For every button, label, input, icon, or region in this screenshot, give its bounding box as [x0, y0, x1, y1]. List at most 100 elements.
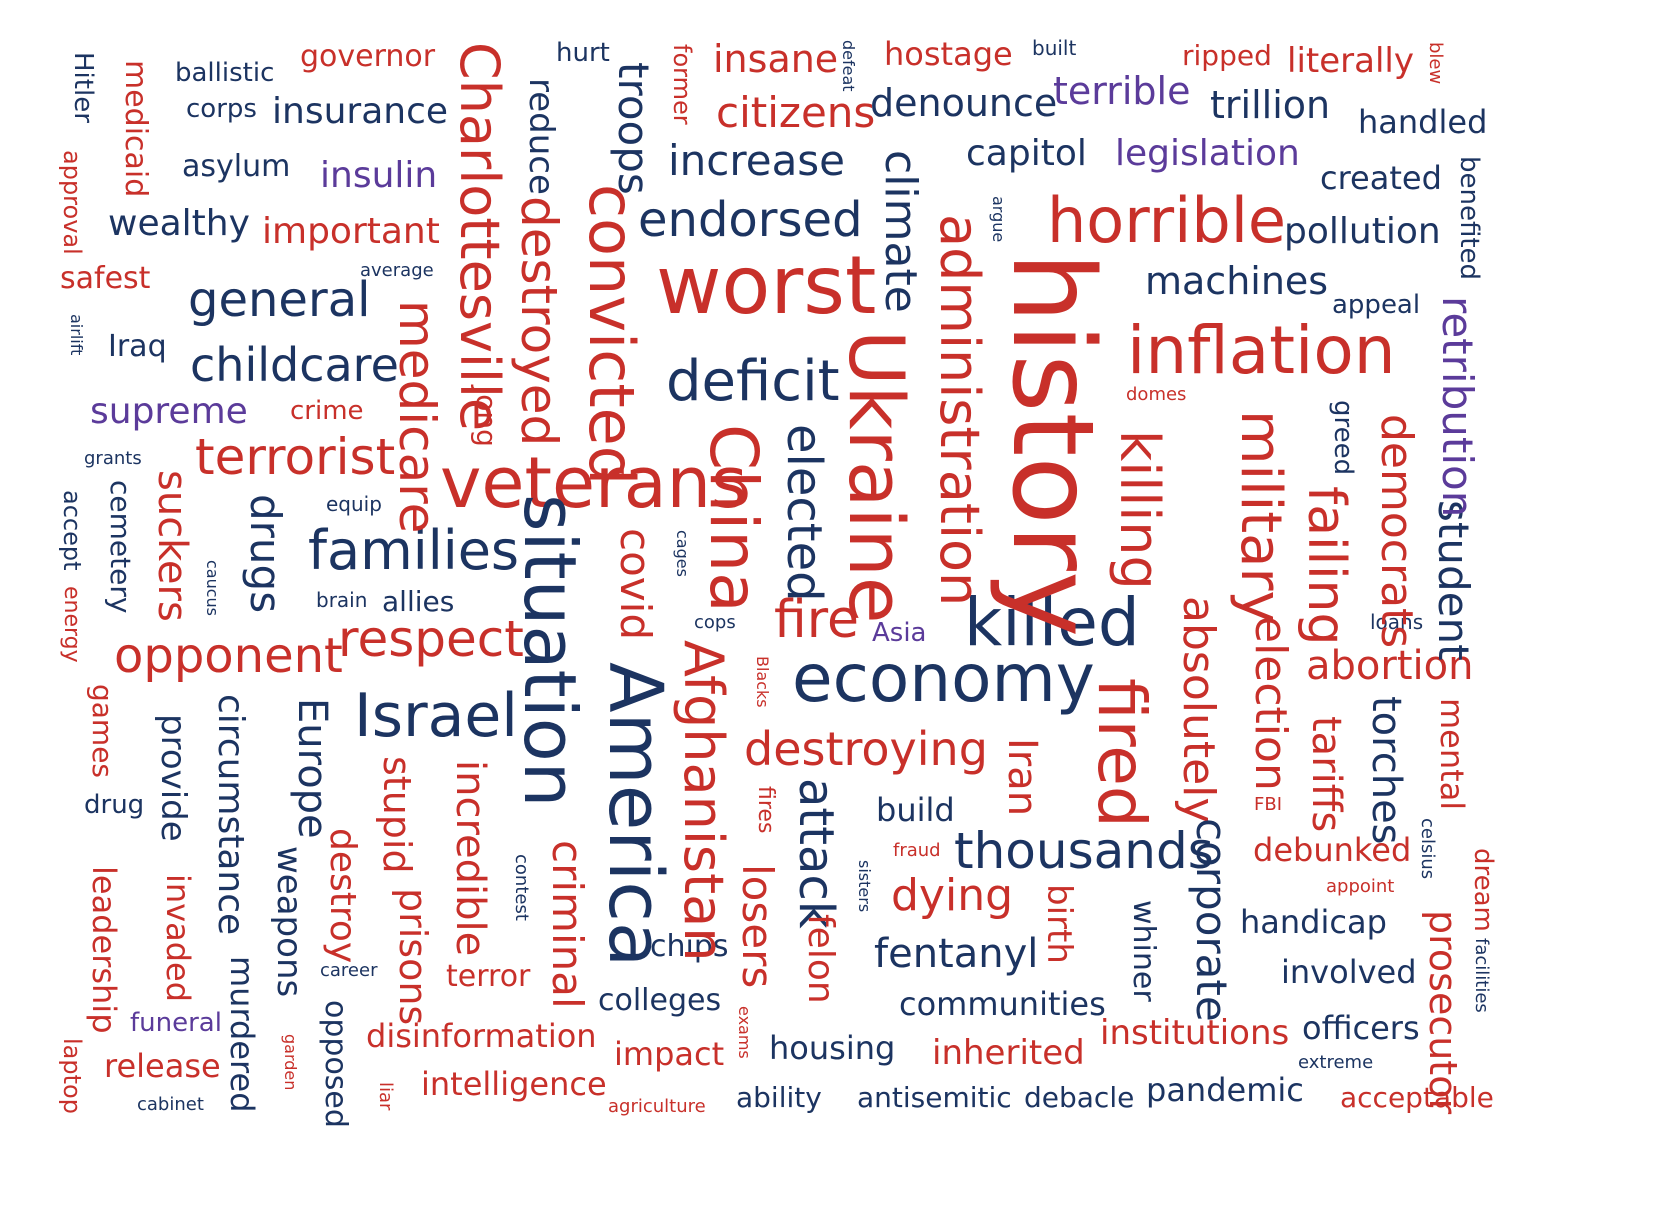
- word-administration: administration: [928, 214, 991, 607]
- word-criminal: criminal: [543, 840, 592, 1009]
- word-circumstance: circumstance: [210, 694, 251, 936]
- word-elected: elected: [776, 424, 832, 602]
- word-average: average: [360, 260, 434, 281]
- word-childcare: childcare: [190, 338, 399, 392]
- word-hostage: hostage: [884, 35, 1013, 73]
- word-allies: allies: [382, 585, 455, 618]
- word-housing: housing: [769, 1029, 896, 1067]
- word-fentanyl: fentanyl: [874, 931, 1039, 977]
- word-safest: safest: [60, 261, 151, 296]
- word-asylum: asylum: [182, 149, 291, 184]
- word-China: China: [695, 424, 772, 613]
- word-garden: garden: [281, 1034, 300, 1091]
- word-intelligence: intelligence: [421, 1065, 607, 1103]
- word-denounce: denounce: [870, 81, 1058, 125]
- word-sisters: sisters: [855, 860, 874, 913]
- word-defeat: defeat: [839, 40, 858, 92]
- word-involved: involved: [1281, 953, 1417, 991]
- word-wealthy: wealthy: [108, 203, 250, 244]
- word-Iran: Iran: [999, 738, 1045, 817]
- word-acceptable: acceptable: [1340, 1081, 1494, 1114]
- word-horrible: horrible: [1047, 184, 1287, 257]
- word-greed: greed: [1328, 400, 1358, 476]
- word-ballistic: ballistic: [175, 58, 275, 88]
- word-Jong: Jong: [470, 386, 503, 447]
- word-provide: provide: [153, 714, 193, 842]
- word-drugs: drugs: [241, 494, 290, 614]
- word-appoint: appoint: [1326, 876, 1395, 897]
- word-killed: killed: [964, 584, 1140, 661]
- word-insurance: insurance: [272, 91, 449, 132]
- word-debacle: debacle: [1024, 1081, 1135, 1114]
- word-antisemitic: antisemitic: [857, 1081, 1012, 1114]
- word-economy: economy: [792, 640, 1095, 717]
- word-weapons: weapons: [269, 846, 309, 998]
- word-opposed: opposed: [318, 1000, 353, 1128]
- word-Asia: Asia: [872, 618, 927, 648]
- word-citizens: citizens: [716, 88, 876, 137]
- word-destroying: destroying: [744, 722, 988, 776]
- word-Ukraine: Ukraine: [832, 330, 921, 624]
- word-extreme: extreme: [1298, 1052, 1374, 1073]
- word-climate: climate: [875, 150, 926, 313]
- word-convicted: convicted: [575, 184, 648, 486]
- word-Europe: Europe: [289, 698, 335, 839]
- word-invaded: invaded: [159, 874, 197, 1003]
- word-celsius: celsius: [1417, 818, 1438, 880]
- word-legislation: legislation: [1115, 133, 1300, 174]
- word-blew: blew: [1425, 42, 1446, 85]
- word-disinformation: disinformation: [366, 1017, 597, 1055]
- word-incredible: incredible: [447, 760, 493, 957]
- word-exams: exams: [735, 1006, 754, 1059]
- word-capitol: capitol: [966, 133, 1087, 174]
- word-torches: torches: [1363, 696, 1409, 845]
- word-governor: governor: [300, 39, 436, 74]
- word-mental: mental: [1433, 698, 1471, 811]
- word-losers: losers: [733, 864, 782, 989]
- word-airlift: airlift: [67, 314, 86, 356]
- word-Blacks: Blacks: [753, 656, 772, 708]
- word-games: games: [86, 684, 119, 779]
- word-machines: machines: [1145, 259, 1329, 303]
- word-trillion: trillion: [1210, 83, 1331, 127]
- word-brain: brain: [316, 588, 368, 612]
- word-murdered: murdered: [223, 956, 261, 1113]
- word-career: career: [320, 960, 378, 981]
- word-worst: worst: [656, 239, 877, 332]
- word-pollution: pollution: [1284, 211, 1441, 252]
- word-funeral: funeral: [130, 1008, 222, 1038]
- word-crime: crime: [290, 396, 364, 426]
- word-domes: domes: [1126, 384, 1187, 405]
- word-inherited: inherited: [932, 1033, 1085, 1073]
- word-fire: fire: [774, 590, 859, 650]
- word-terrible: terrible: [1053, 69, 1191, 113]
- word-literally: literally: [1287, 41, 1414, 81]
- word-respect: respect: [338, 610, 524, 668]
- word-whiner: whiner: [1126, 900, 1161, 1002]
- word-cops: cops: [694, 612, 736, 633]
- word-built: built: [1032, 36, 1077, 60]
- word-pandemic: pandemic: [1146, 1071, 1304, 1109]
- word-inflation: inflation: [1127, 312, 1396, 389]
- word-cabinet: cabinet: [137, 1094, 204, 1115]
- word-Charlottesville: Charlottesville: [448, 42, 511, 432]
- word-veterans: veterans: [440, 442, 748, 524]
- word-birth: birth: [1039, 884, 1079, 964]
- word-ripped: ripped: [1182, 39, 1272, 72]
- word-impact: impact: [614, 1035, 725, 1073]
- word-approval: approval: [58, 150, 86, 255]
- word-stupid: stupid: [375, 756, 419, 874]
- word-appeal: appeal: [1332, 290, 1421, 320]
- word-insane: insane: [713, 37, 839, 81]
- word-abortion: abortion: [1306, 643, 1474, 689]
- word-attack: attack: [788, 778, 844, 929]
- word-terrorist: terrorist: [195, 428, 396, 486]
- word-absolutely: absolutely: [1173, 596, 1224, 824]
- word-colleges: colleges: [598, 983, 722, 1018]
- word-officers: officers: [1302, 1009, 1420, 1047]
- word-opponent: opponent: [114, 628, 343, 684]
- word-destroy: destroy: [322, 828, 363, 964]
- word-drug: drug: [84, 790, 145, 820]
- word-handled: handled: [1358, 103, 1488, 141]
- word-thousands: thousands: [954, 822, 1214, 880]
